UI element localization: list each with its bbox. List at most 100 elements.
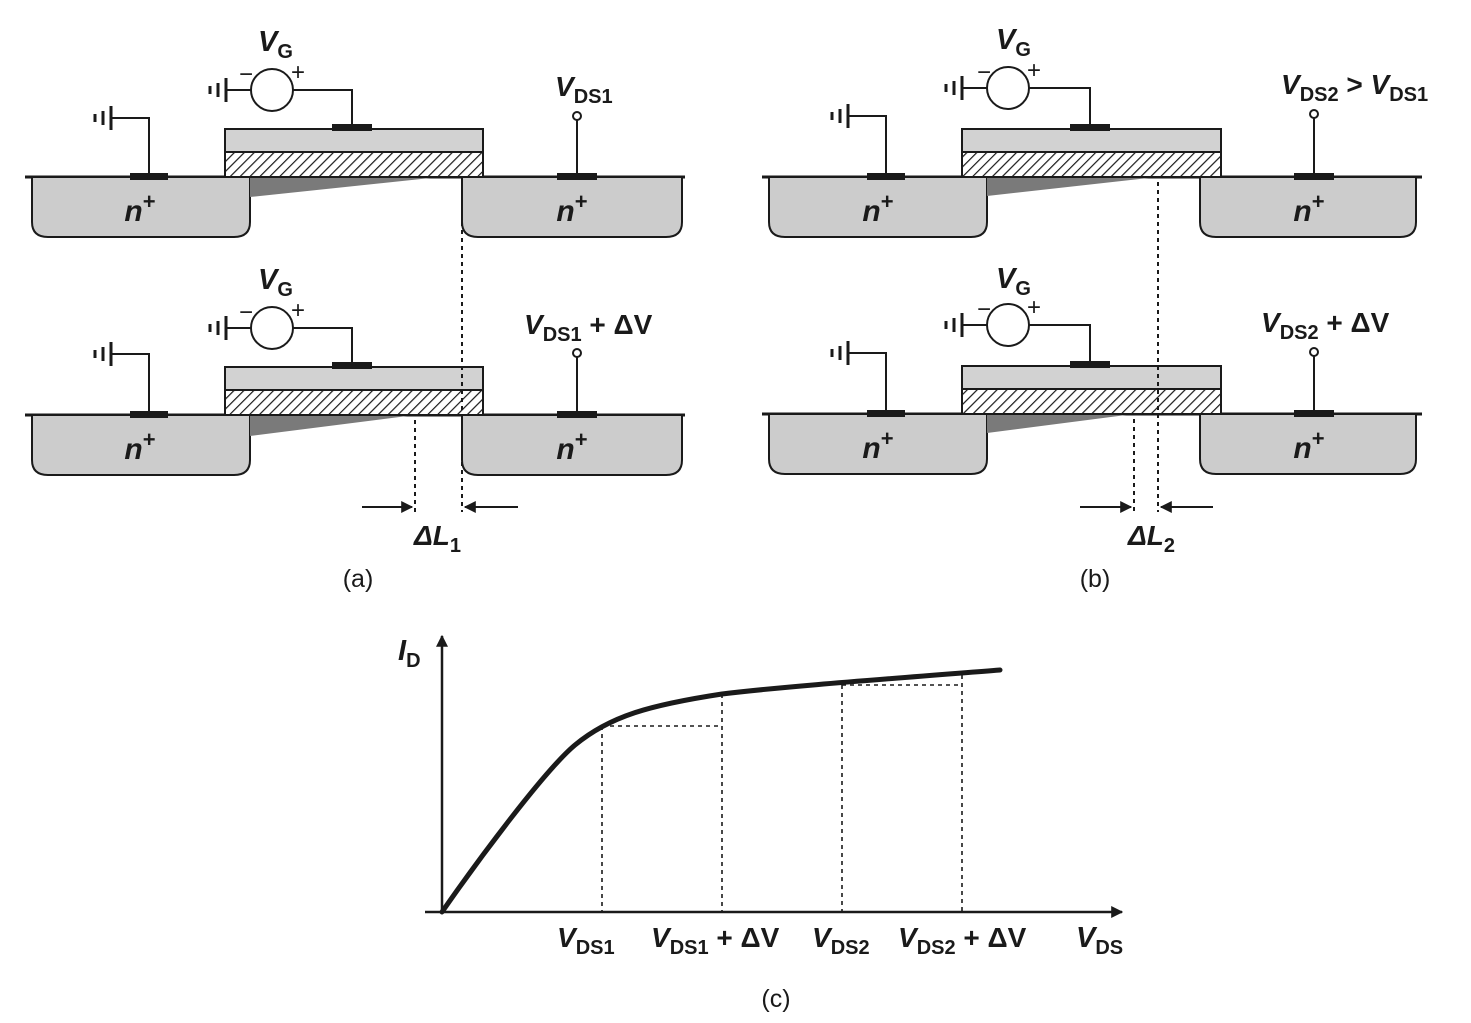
- drain-terminal: [572, 111, 582, 121]
- gate-wire: [293, 327, 353, 362]
- caption-c: (c): [761, 985, 790, 1013]
- gate-electrode: [224, 128, 484, 153]
- drain-voltage-label: VDS1: [555, 71, 613, 108]
- drain-voltage-label: VDS2 + ΔV: [1261, 307, 1390, 344]
- source-region: [31, 176, 251, 238]
- tick-label-vds2-plus-dv: VDS2 + ΔV: [898, 922, 1027, 959]
- ground-symbol: [944, 76, 964, 100]
- channel-inversion-layer: [250, 177, 440, 197]
- source-contact: [130, 173, 168, 180]
- source-contact: [867, 410, 905, 417]
- ground-symbol: [93, 106, 113, 130]
- gate-voltage-source: [986, 303, 1030, 347]
- source-contact: [130, 411, 168, 418]
- tick-label-vds1: VDS1: [557, 922, 615, 959]
- drain-terminal: [1309, 109, 1319, 119]
- gate-voltage-source: [250, 68, 294, 112]
- drain-contact: [557, 173, 597, 180]
- transistor-b-bottom: − + VG VDS2 + ΔV n+ n+: [762, 263, 1422, 475]
- gate-electrode: [961, 365, 1222, 390]
- source-region: [768, 176, 988, 238]
- drain-voltage-label: VDS1 + ΔV: [524, 309, 653, 346]
- source-contact: [867, 173, 905, 180]
- source-n-plus-label: n+: [124, 189, 155, 228]
- ground-symbol: [830, 104, 850, 128]
- tick-label-vds2: VDS2: [812, 922, 870, 959]
- panel-a-short-channel: − + VG VDS1 n+ n+: [25, 26, 685, 593]
- source-n-plus-label: n+: [862, 426, 893, 465]
- gate-oxide: [961, 151, 1222, 178]
- source-region: [768, 413, 988, 475]
- ground-symbol: [208, 316, 228, 340]
- gate-oxide: [224, 389, 484, 416]
- ground-symbol: [93, 342, 113, 366]
- drain-terminal: [572, 348, 582, 358]
- drain-n-plus-label: n+: [1293, 189, 1324, 228]
- gate-contact: [1070, 361, 1110, 368]
- caption-b: (b): [1080, 565, 1111, 593]
- panel-b-long-channel: − + VG VDS2 > VDS1 n+ n+: [762, 24, 1428, 593]
- transistor-a-top: − + VG VDS1 n+ n+: [25, 26, 685, 238]
- drain-region: [1199, 413, 1417, 475]
- gate-contact: [332, 362, 372, 369]
- drain-voltage-label: VDS2 > VDS1: [1281, 69, 1428, 106]
- channel-inversion-layer: [250, 415, 415, 436]
- caption-a: (a): [343, 565, 374, 593]
- y-axis-label: ID: [398, 635, 421, 672]
- channel-inversion-layer: [987, 177, 1158, 196]
- source-wire: [112, 117, 150, 173]
- gate-contact: [332, 124, 372, 131]
- source-wire: [849, 352, 887, 410]
- drain-region: [1199, 176, 1417, 238]
- x-axis-label: VDS: [1076, 922, 1123, 959]
- drain-n-plus-label: n+: [556, 427, 587, 466]
- projection-lines: [601, 675, 963, 912]
- gate-oxide: [224, 151, 484, 178]
- gate-contact: [1070, 124, 1110, 131]
- delta-l1-marker: ΔL1: [362, 182, 518, 557]
- gate-oxide: [961, 388, 1222, 415]
- delta-l2-label: ΔL2: [1127, 520, 1175, 557]
- drain-contact: [1294, 173, 1334, 180]
- source-plus-sign: +: [1027, 57, 1041, 84]
- delta-l2-marker: ΔL2: [1080, 182, 1213, 557]
- drain-contact: [557, 411, 597, 418]
- gate-voltage-source: [250, 306, 294, 350]
- id-vds-curve: [439, 667, 1003, 915]
- drain-region: [461, 414, 683, 476]
- source-minus-sign: −: [977, 59, 991, 86]
- gate-wire: [1029, 324, 1091, 361]
- panel-c-id-vds-plot: ID VDS VDS1 VDS1 + ΔV VDS2 VDS2 + ΔV (c): [398, 634, 1124, 1013]
- drain-terminal: [1309, 347, 1319, 357]
- gate-electrode: [961, 128, 1222, 153]
- ground-symbol: [830, 341, 850, 365]
- source-minus-sign: −: [239, 61, 253, 88]
- ground-symbol: [208, 78, 228, 102]
- source-plus-sign: +: [291, 59, 305, 86]
- gate-voltage-label: VG: [258, 26, 293, 63]
- source-plus-sign: +: [1027, 294, 1041, 321]
- source-plus-sign: +: [291, 297, 305, 324]
- source-region: [31, 414, 251, 476]
- source-wire: [112, 353, 150, 411]
- gate-wire: [1029, 87, 1091, 124]
- gate-electrode: [224, 366, 484, 391]
- gate-voltage-label: VG: [258, 264, 293, 301]
- source-minus-sign: −: [239, 299, 253, 326]
- drain-contact: [1294, 410, 1334, 417]
- source-wire: [849, 115, 887, 173]
- source-minus-sign: −: [977, 296, 991, 323]
- gate-voltage-label: VG: [996, 263, 1031, 300]
- ground-symbol: [944, 313, 964, 337]
- transistor-a-bottom: − + VG VDS1 + ΔV n+ n+: [25, 264, 685, 476]
- delta-l1-label: ΔL1: [413, 520, 461, 557]
- tick-label-vds1-plus-dv: VDS1 + ΔV: [651, 922, 780, 959]
- drain-region: [461, 176, 683, 238]
- gate-voltage-label: VG: [996, 24, 1031, 61]
- drain-n-plus-label: n+: [1293, 426, 1324, 465]
- channel-inversion-layer: [987, 414, 1134, 433]
- source-n-plus-label: n+: [862, 189, 893, 228]
- transistor-b-top: − + VG VDS2 > VDS1 n+ n+: [762, 24, 1428, 238]
- source-n-plus-label: n+: [124, 427, 155, 466]
